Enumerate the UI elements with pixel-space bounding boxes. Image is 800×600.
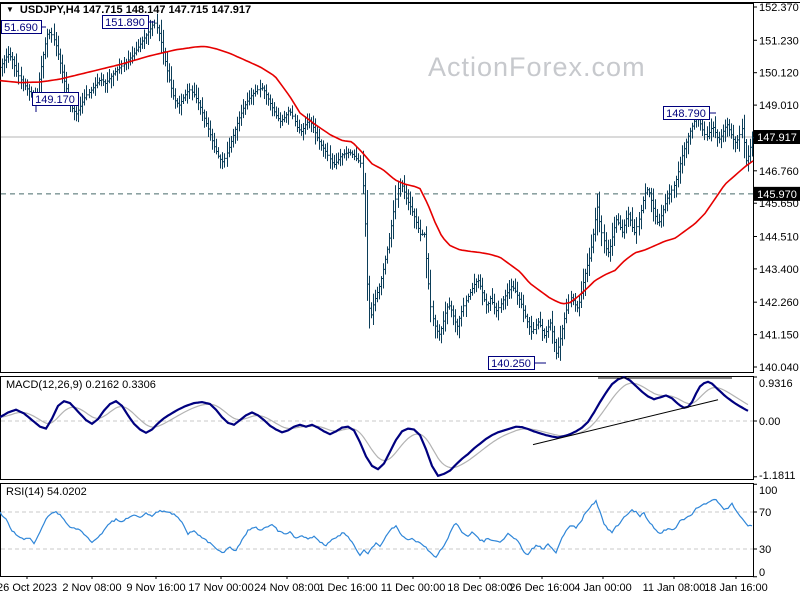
time-axis-label: 26 Oct 2023 bbox=[0, 582, 57, 594]
price-panel-border bbox=[0, 3, 754, 373]
price-label-box[interactable] bbox=[32, 92, 79, 106]
rsi-axis-label: 0 bbox=[759, 567, 765, 579]
macd-panel-border bbox=[0, 376, 754, 480]
chart-title-bar: ▼ USDJPY,H4 147.715 148.147 147.715 147.… bbox=[6, 4, 251, 16]
price-label-text: 140.250 bbox=[491, 358, 531, 370]
price-label-text: 148.790 bbox=[666, 108, 706, 120]
price-label-box[interactable] bbox=[663, 106, 710, 120]
price-label-box[interactable] bbox=[1, 20, 42, 34]
macd-axis-label: -1.1811 bbox=[759, 470, 796, 482]
chart-title: USDJPY,H4 147.715 148.147 147.715 147.91… bbox=[19, 4, 252, 16]
price-axis-label: 150.120 bbox=[759, 68, 799, 80]
price-axis-label: 149.010 bbox=[759, 100, 799, 112]
time-axis-label: 26 Dec 16:00 bbox=[509, 582, 574, 594]
current-price-badge bbox=[754, 130, 800, 145]
macd-rising-trendline[interactable] bbox=[532, 399, 719, 446]
time-axis-label: 11 Jan 08:00 bbox=[643, 582, 706, 594]
price-label-box[interactable] bbox=[102, 15, 149, 29]
time-axis-label: 2 Nov 08:00 bbox=[62, 582, 121, 594]
support-price-badge bbox=[754, 186, 800, 201]
price-label-text: 149.170 bbox=[35, 94, 75, 106]
time-axis-label: 4 Jan 00:00 bbox=[574, 582, 632, 594]
price-axis-label: 145.650 bbox=[759, 198, 799, 210]
price-axis-label: 143.400 bbox=[759, 264, 799, 276]
current-price-badge-text: 147.917 bbox=[757, 132, 797, 144]
price-axis-label: 142.260 bbox=[759, 297, 799, 309]
price-axis-label: 141.150 bbox=[759, 330, 799, 342]
price-axis-label: 146.760 bbox=[759, 166, 799, 178]
watermark: ActionForex.com bbox=[428, 52, 646, 82]
time-axis-label: 17 Nov 00:00 bbox=[188, 582, 253, 594]
macd-indicator-label: MACD(12,26,9) 0.2162 0.3306 bbox=[6, 379, 156, 391]
price-axis-label: 152.370 bbox=[759, 2, 799, 14]
rsi-indicator-label: RSI(14) 54.0202 bbox=[6, 486, 87, 498]
moving-average-line[interactable] bbox=[0, 45, 754, 305]
price-axis-label: 140.040 bbox=[759, 362, 799, 374]
time-axis-label: 18 Jan 16:00 bbox=[704, 582, 768, 594]
rsi-panel-border bbox=[0, 483, 754, 577]
price-label-box[interactable] bbox=[488, 356, 535, 370]
price-axis-label: 144.510 bbox=[759, 231, 799, 243]
rsi-axis-label: 100 bbox=[759, 485, 777, 497]
macd-axis-label: 0.9316 bbox=[759, 378, 793, 390]
time-axis-label: 1 Dec 16:00 bbox=[318, 582, 377, 594]
price-label-text: 151.890 bbox=[105, 17, 145, 29]
time-axis-label: 11 Dec 00:00 bbox=[381, 582, 446, 594]
support-price-badge-text: 145.970 bbox=[757, 189, 797, 201]
macd-main-line[interactable] bbox=[0, 375, 749, 478]
price-axis-label: 151.230 bbox=[759, 35, 799, 47]
macd-signal-line[interactable] bbox=[0, 382, 749, 469]
price-bars[interactable] bbox=[1, 13, 754, 361]
rsi-axis-label: 30 bbox=[759, 544, 771, 556]
rsi-axis-label: 70 bbox=[759, 507, 771, 519]
rsi-line[interactable] bbox=[0, 498, 753, 558]
macd-axis-label: 0.00 bbox=[759, 416, 780, 428]
time-axis-label: 24 Nov 08:00 bbox=[254, 582, 319, 594]
time-axis-label: 18 Dec 08:00 bbox=[447, 582, 512, 594]
chart-dropdown-icon[interactable]: ▼ bbox=[6, 5, 14, 14]
price-label-text: 51.690 bbox=[4, 22, 38, 34]
time-axis-label: 9 Nov 16:00 bbox=[126, 582, 185, 594]
